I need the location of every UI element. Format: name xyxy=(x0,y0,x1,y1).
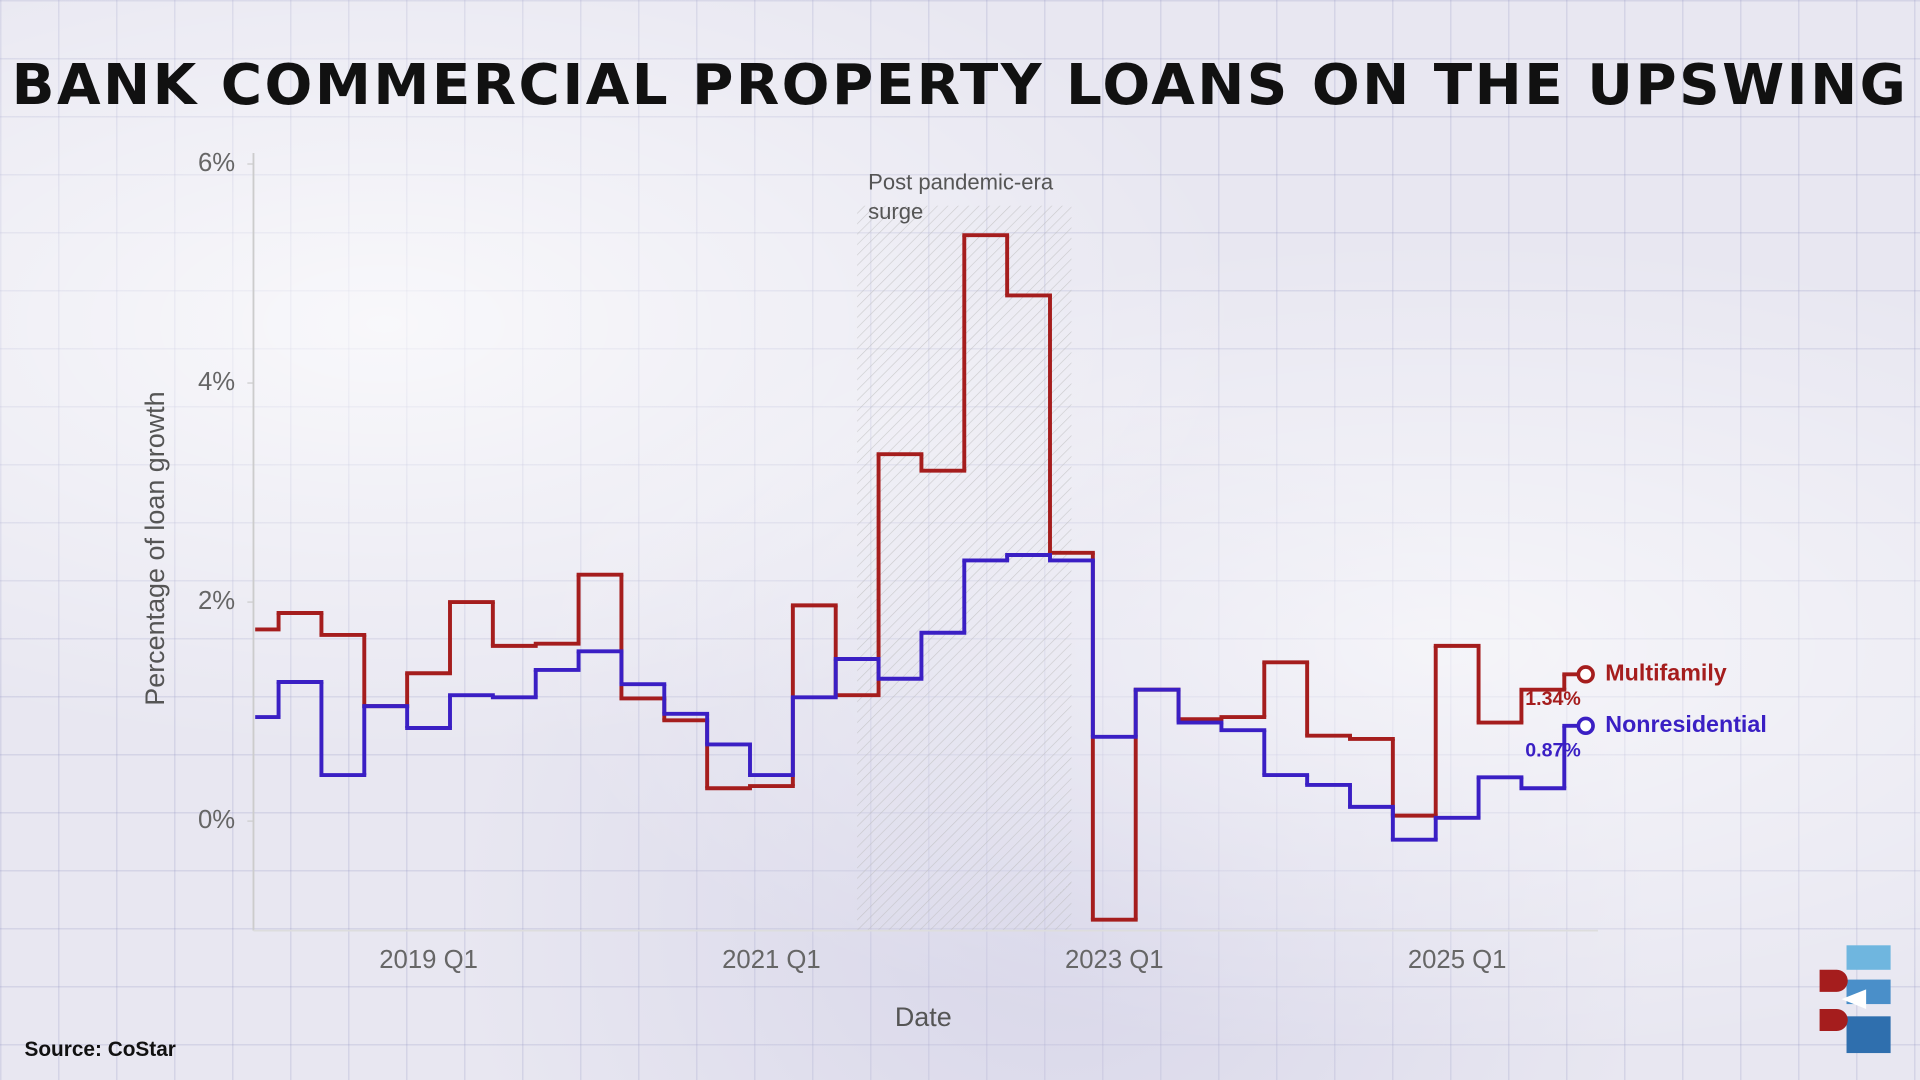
logo xyxy=(1819,945,1891,1054)
value-label: 1.34% xyxy=(1525,688,1581,710)
x-tick-label: 2023 Q1 xyxy=(1065,946,1164,974)
annotation: Post pandemic-era xyxy=(868,170,1054,195)
series: Multifamily 1.34% xyxy=(255,233,1727,922)
chart-title: BANK COMMERCIAL PROPERTY LOANS ON THE UP… xyxy=(12,53,1909,118)
x-tick-label: 2025 Q1 xyxy=(1408,946,1507,974)
y-tick-label: 2% xyxy=(198,587,235,615)
y-axis-label: Percentage of loan growth xyxy=(140,391,170,705)
logo-part xyxy=(1819,969,1848,992)
x-tick-label: 2019 Q1 xyxy=(379,946,478,974)
y-tick-label: 4% xyxy=(198,368,235,396)
end-marker xyxy=(1576,716,1595,736)
end-marker xyxy=(1576,665,1595,684)
value-label: 0.87% xyxy=(1525,740,1581,762)
y-tick-label: 0% xyxy=(198,806,235,834)
logo-part xyxy=(1846,945,1891,970)
logo-part xyxy=(1819,1008,1848,1032)
legend-label: Nonresidential xyxy=(1605,711,1766,737)
legend-label: Multifamily xyxy=(1605,659,1726,685)
series: Nonresidential 0.87% xyxy=(255,553,1767,842)
annotation: surge xyxy=(868,199,923,224)
x-axis-label: Date xyxy=(895,1002,952,1032)
x-tick-label: 2021 Q1 xyxy=(722,946,821,974)
y-tick-label: 6% xyxy=(198,149,235,177)
source: Source: CoStar xyxy=(24,1038,175,1061)
logo-part xyxy=(1846,1016,1891,1054)
logo-part xyxy=(1841,989,1867,1009)
